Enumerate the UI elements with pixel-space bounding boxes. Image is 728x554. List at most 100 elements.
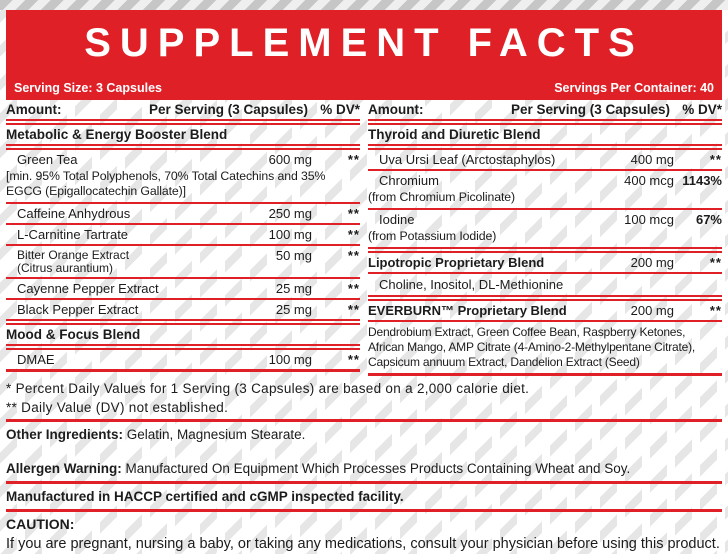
ingredient-name: Iodine bbox=[379, 212, 415, 227]
ingredient-dv: ** bbox=[347, 302, 360, 317]
ingredient-dv: ** bbox=[709, 303, 722, 318]
ingredient-amount: 25 mg bbox=[275, 302, 312, 317]
ingredient-name: Cayenne Pepper Extract bbox=[17, 281, 159, 296]
divider bbox=[6, 298, 360, 300]
ingredient-name: Bitter Orange Extract (Citrus aurantium) bbox=[17, 248, 130, 275]
divider bbox=[6, 119, 360, 125]
divider bbox=[368, 373, 722, 376]
section-header-row: Thyroid and Diuretic Blend bbox=[368, 127, 541, 142]
ingredient-name: L-Carnitine Tartrate bbox=[17, 227, 129, 242]
amount-header: Amount: bbox=[6, 102, 62, 117]
allergen-warning-label: Allergen Warning: bbox=[6, 461, 122, 476]
ingredient-amount: 400 mcg bbox=[624, 173, 674, 188]
ingredient-sub-text: [min. 95% Total Polyphenols, 70% Total C… bbox=[6, 169, 326, 198]
text-row: Choline, Inositol, DL-Methionine bbox=[379, 277, 564, 292]
divider bbox=[368, 247, 722, 253]
ingredient-amount: 100 mg bbox=[268, 352, 312, 367]
allergen-warning-line: Allergen Warning: Manufactured On Equipm… bbox=[6, 458, 722, 479]
caution-text: If you are pregnant, nursing a baby, or … bbox=[6, 536, 720, 552]
divider bbox=[6, 509, 722, 512]
ingredient-row: Caffeine Anhydrous 250 mg ** bbox=[6, 204, 360, 223]
divider bbox=[6, 419, 722, 422]
ingredient-row: Lipotropic Proprietary Blend 200 mg ** bbox=[368, 253, 722, 272]
ingredient-amount: 250 mg bbox=[268, 206, 312, 221]
caution-label: CAUTION: bbox=[6, 516, 75, 532]
servings-per-container-text: Servings Per Container: 40 bbox=[554, 81, 714, 95]
ingredient-amount: 200 mg bbox=[630, 303, 674, 318]
ingredient-name: Lipotropic Proprietary Blend bbox=[368, 255, 545, 270]
haccp-statement: Manufactured in HACCP certified and cGMP… bbox=[6, 489, 404, 504]
dv-header: % DV* bbox=[320, 102, 360, 117]
right-column: Amount: Per Serving (3 Capsules) % DV* T… bbox=[368, 100, 722, 376]
ingredient-name: Chromium bbox=[379, 173, 439, 188]
divider bbox=[368, 320, 722, 322]
ingredient-name: Black Pepper Extract bbox=[17, 302, 139, 317]
daily-value-footnote: * Percent Daily Values for 1 Serving (3 … bbox=[6, 381, 530, 396]
ingredient-dv: ** bbox=[347, 206, 360, 221]
ingredient-dv: ** bbox=[347, 227, 360, 242]
ingredient-sub-text: (from Chromium Picolinate) bbox=[368, 190, 516, 204]
ingredient-row: Uva Ursi Leaf (Arctostaphylos) 400 mg ** bbox=[368, 150, 722, 169]
ingredient-dv: ** bbox=[347, 152, 360, 167]
per-serving-header: Per Serving (3 Capsules) bbox=[148, 102, 308, 117]
ingredient-amount: 50 mg bbox=[275, 248, 312, 263]
ingredient-dv: 1143% bbox=[682, 173, 722, 188]
ingredient-name: Caffeine Anhydrous bbox=[17, 206, 131, 221]
ingredient-dv: ** bbox=[347, 248, 360, 263]
divider bbox=[368, 119, 722, 125]
divider bbox=[6, 481, 722, 484]
left-column-rows: Metabolic & Energy Booster Blend Green Te… bbox=[6, 125, 360, 372]
per-serving-header: Per Serving (3 Capsules) bbox=[510, 102, 670, 117]
other-ingredients-label: Other Ingredients: bbox=[6, 427, 124, 442]
amount-header: Amount: bbox=[368, 102, 424, 117]
divider bbox=[6, 202, 360, 204]
section-header-row: Mood & Focus Blend bbox=[6, 327, 141, 342]
allergen-warning-text: Manufactured On Equipment Which Processe… bbox=[121, 461, 631, 476]
ingredient-row: Green Tea 600 mg ** bbox=[6, 150, 360, 169]
ingredient-dv: ** bbox=[347, 281, 360, 296]
ingredient-name: Uva Ursi Leaf (Arctostaphylos) bbox=[379, 152, 556, 167]
divider bbox=[6, 244, 360, 246]
label-header: SUPPLEMENT FACTS Serving Size: 3 Capsule… bbox=[6, 10, 722, 100]
divider bbox=[368, 272, 722, 274]
divider bbox=[6, 319, 360, 325]
right-column-rows: Thyroid and Diuretic Blend Uva Ursi Leaf … bbox=[368, 125, 722, 376]
spacer bbox=[6, 445, 722, 458]
divider bbox=[6, 369, 360, 372]
ingredient-row: L-Carnitine Tartrate 100 mg ** bbox=[6, 225, 360, 244]
serving-info-row: Serving Size: 3 Capsules Servings Per Co… bbox=[6, 81, 722, 95]
ingredient-row: Cayenne Pepper Extract 25 mg ** bbox=[6, 279, 360, 298]
divider bbox=[6, 344, 360, 350]
label-footer: * Percent Daily Values for 1 Serving (3 … bbox=[6, 379, 722, 554]
ingredient-row: Black Pepper Extract 25 mg ** bbox=[6, 300, 360, 319]
ingredient-dv: ** bbox=[347, 352, 360, 367]
divider bbox=[368, 295, 722, 301]
ingredient-name: DMAE bbox=[17, 352, 55, 367]
ingredient-row: DMAE 100 mg ** bbox=[6, 350, 360, 369]
dv-header: % DV* bbox=[682, 102, 722, 117]
ingredient-amount: 200 mg bbox=[630, 255, 674, 270]
ingredient-row: Bitter Orange Extract (Citrus aurantium) 5… bbox=[6, 246, 360, 277]
ingredient-row: EVERBURN™ Proprietary Blend 200 mg ** bbox=[368, 301, 722, 320]
hazard-stripe-band-top bbox=[0, 0, 728, 10]
ingredient-dv: ** bbox=[709, 152, 722, 167]
column-header-row: Amount: Per Serving (3 Capsules) % DV* bbox=[368, 100, 722, 119]
ingredient-row: Iodine 100 mcg 67% bbox=[368, 210, 722, 229]
facts-table: Amount: Per Serving (3 Capsules) % DV* M… bbox=[6, 100, 722, 376]
ingredient-amount: 600 mg bbox=[268, 152, 312, 167]
serving-size-text: Serving Size: 3 Capsules bbox=[14, 81, 162, 95]
ingredient-amount: 400 mg bbox=[630, 152, 674, 167]
dv-not-established-footnote: ** Daily Value (DV) not established. bbox=[6, 400, 229, 415]
ingredient-dv: 67% bbox=[695, 212, 722, 227]
column-header-row: Amount: Per Serving (3 Capsules) % DV* bbox=[6, 100, 360, 119]
ingredient-name: EVERBURN™ Proprietary Blend bbox=[368, 303, 567, 318]
divider bbox=[368, 144, 722, 150]
ingredient-row: Chromium 400 mcg 1143% bbox=[368, 171, 722, 190]
other-ingredients-text: Gelatin, Magnesium Stearate. bbox=[123, 427, 306, 442]
divider bbox=[6, 144, 360, 150]
ingredient-dv: ** bbox=[709, 255, 722, 270]
divider bbox=[368, 208, 722, 210]
text-row: Dendrobium Extract, Green Coffee Bean, R… bbox=[368, 325, 696, 369]
ingredient-amount: 100 mg bbox=[268, 227, 312, 242]
